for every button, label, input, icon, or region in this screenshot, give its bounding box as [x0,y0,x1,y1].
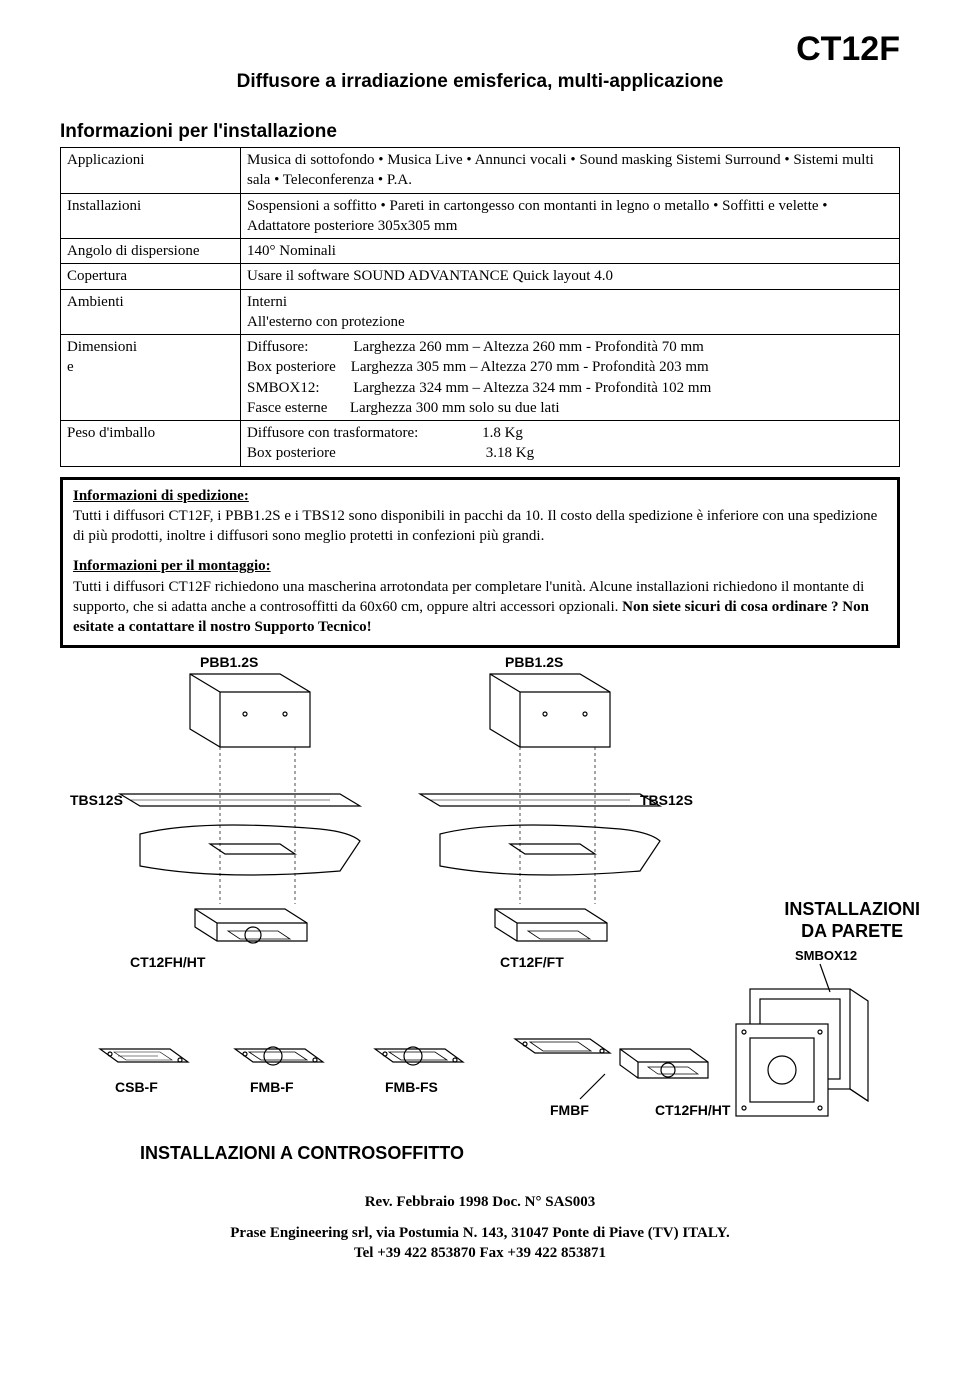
caption-ceiling-install: INSTALLAZIONI A CONTROSOFFITTO [140,1143,464,1164]
label-pbb-left: PBB1.2S [200,654,258,670]
page: CT12F Diffusore a irradiazione emisferic… [0,0,960,1283]
table-row: Dimensionie Diffusore: Larghezza 260 mm … [61,335,900,421]
table-row: Copertura Usare il software SOUND ADVANT… [61,264,900,289]
spec-label: Ambienti [61,289,241,335]
caption-wall-install: INSTALLAZIONIDA PARETE [784,899,920,942]
spec-value: Diffusore con trasformatore: 1.8 KgBox p… [241,421,900,467]
spec-label: Angolo di dispersione [61,239,241,264]
table-row: Applicazioni Musica di sottofondo • Musi… [61,148,900,194]
label-pbb-right: PBB1.2S [505,654,563,670]
company-tel: Tel +39 422 853870 Fax +39 422 853871 [60,1243,900,1263]
info-box: Informazioni di spedizione: Tutti i diff… [60,477,900,649]
doc-revision: Rev. Febbraio 1998 Doc. N° SAS003 [60,1192,900,1212]
spec-value: 140° Nominali [241,239,900,264]
table-row: Installazioni Sospensioni a soffitto • P… [61,193,900,239]
product-subtitle: Diffusore a irradiazione emisferica, mul… [60,71,900,93]
label-tbs-right: TBS12S [640,792,693,808]
label-ct12fh-ht: CT12FH/HT [130,954,205,970]
spec-value: InterniAll'esterno con protezione [241,289,900,335]
table-row: Peso d'imballo Diffusore con trasformato… [61,421,900,467]
installation-diagram-icon [60,654,900,1174]
spec-label: Installazioni [61,193,241,239]
product-title: CT12F [60,30,900,69]
spec-value: Usare il software SOUND ADVANTANCE Quick… [241,264,900,289]
table-row: Angolo di dispersione 140° Nominali [61,239,900,264]
label-csb-f: CSB-F [115,1079,158,1095]
spec-label: Dimensionie [61,335,241,421]
section-heading: Informazioni per l'installazione [60,121,900,143]
footer: Rev. Febbraio 1998 Doc. N° SAS003 Prase … [60,1192,900,1263]
spec-value: Musica di sottofondo • Musica Live • Ann… [241,148,900,194]
spec-label: Copertura [61,264,241,289]
label-ct12f-ft: CT12F/FT [500,954,564,970]
label-tbs-left: TBS12S [70,792,123,808]
label-fmb-fs: FMB-FS [385,1079,438,1095]
mounting-info: Informazioni per il montaggio: Tutti i d… [73,556,887,637]
diagram-area: PBB1.2S PBB1.2S TBS12S TBS12S CT12FH/HT … [60,654,900,1174]
label-smbox12: SMBOX12 [795,948,857,963]
spec-label: Peso d'imballo [61,421,241,467]
label-fmbf: FMBF [550,1102,589,1118]
spec-value: Sospensioni a soffitto • Pareti in carto… [241,193,900,239]
mounting-heading: Informazioni per il montaggio: [73,558,271,574]
spec-value: Diffusore: Larghezza 260 mm – Altezza 26… [241,335,900,421]
table-row: Ambienti InterniAll'esterno con protezio… [61,289,900,335]
label-ct12fh-ht-2: CT12FH/HT [655,1102,730,1118]
spec-table: Applicazioni Musica di sottofondo • Musi… [60,147,900,467]
shipping-info: Informazioni di spedizione: Tutti i diff… [73,486,887,547]
label-fmb-f: FMB-F [250,1079,294,1095]
spec-label: Applicazioni [61,148,241,194]
shipping-body: Tutti i diffusori CT12F, i PBB1.2S e i T… [73,508,877,544]
shipping-heading: Informazioni di spedizione: [73,488,249,504]
company-address: Prase Engineering srl, via Postumia N. 1… [60,1223,900,1243]
